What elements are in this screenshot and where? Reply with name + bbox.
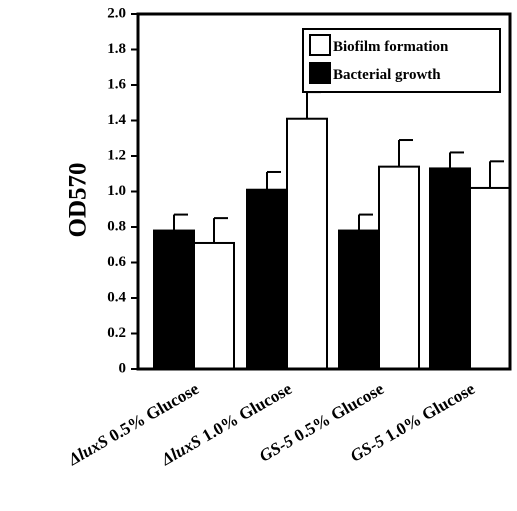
legend-label-bacterial-growth: Bacterial growth — [333, 67, 441, 83]
y-tick-label: 0.4 — [107, 289, 126, 305]
bar-bacterial-growth — [246, 188, 288, 370]
y-axis-ticks: 0 0.2 0.4 0.6 0.8 1.0 1.2 1.4 1.6 1.8 2.0 — [107, 5, 138, 376]
bars-group — [153, 91, 511, 371]
bar-biofilm-formation — [193, 241, 235, 371]
y-tick-label: 0.8 — [107, 218, 126, 234]
legend: Biofilm formation Bacterial growth — [302, 28, 501, 93]
y-tick-label: 2.0 — [107, 5, 126, 21]
y-axis-label: OD570 — [65, 163, 92, 238]
bar-biofilm-formation — [286, 117, 328, 370]
bar-bacterial-growth — [338, 229, 380, 370]
x-category-label-condition: 1.0% Glucose — [378, 379, 478, 448]
bar-biofilm-formation — [469, 186, 511, 370]
y-tick-label: 1.4 — [107, 112, 126, 128]
y-tick-label: 0.2 — [107, 325, 126, 341]
y-tick-label: 0.6 — [107, 254, 126, 270]
y-tick-label: 1.8 — [107, 41, 126, 57]
bar-bacterial-growth — [153, 229, 195, 370]
bar-biofilm-formation — [378, 165, 420, 370]
legend-box — [302, 28, 501, 93]
legend-label-biofilm-formation: Biofilm formation — [333, 39, 449, 55]
y-tick-label: 1.2 — [107, 147, 126, 163]
y-tick-label: 1.6 — [107, 76, 126, 92]
legend-swatch-bacterial-growth — [309, 62, 331, 84]
legend-swatch-biofilm-formation — [309, 34, 331, 56]
y-tick-label: 1.0 — [107, 183, 126, 199]
bar-bacterial-growth — [429, 167, 471, 370]
plot-frame — [136, 12, 512, 371]
y-tick-label: 0 — [119, 360, 127, 376]
